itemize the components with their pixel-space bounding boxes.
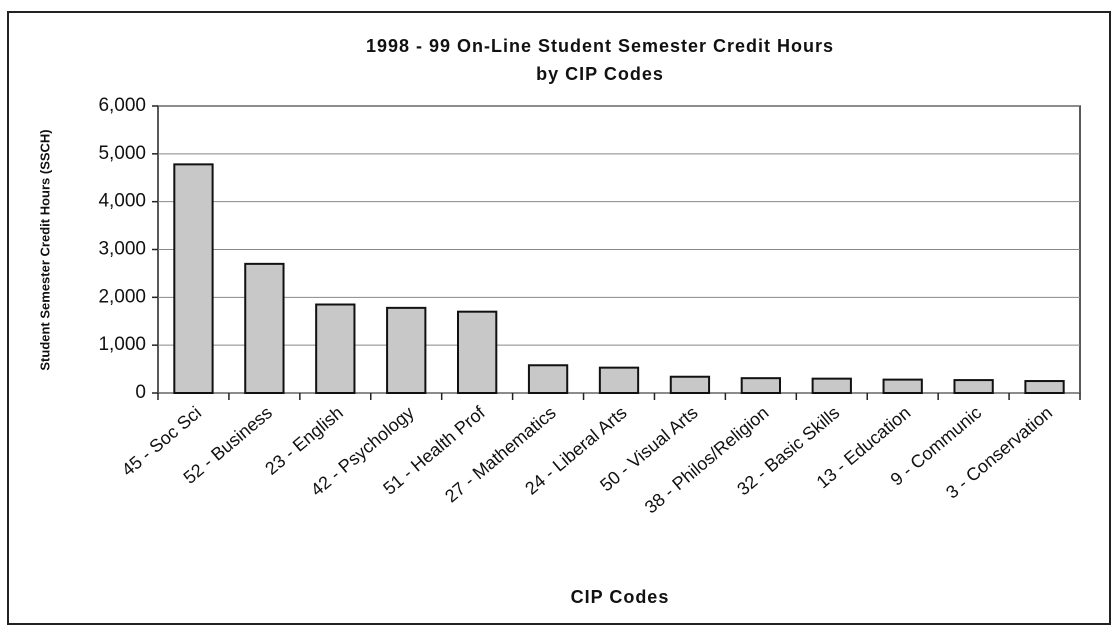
chart-subtitle: by CIP Codes <box>536 64 664 84</box>
bar <box>953 379 994 394</box>
x-axis-label: CIP Codes <box>571 587 670 607</box>
bar <box>882 378 923 394</box>
bar <box>527 364 569 394</box>
chart-border <box>7 11 1111 625</box>
bar <box>740 377 781 394</box>
bar <box>811 377 852 394</box>
y-tick-label: 0 <box>135 382 146 403</box>
bar <box>669 375 711 394</box>
x-tick-label: 38 - Philos/Religion <box>641 402 773 517</box>
y-tick-label: 2,000 <box>98 286 146 307</box>
y-tick-label: 1,000 <box>98 334 146 355</box>
y-tick-label: 5,000 <box>98 143 146 164</box>
bar <box>1024 380 1065 394</box>
y-tick-label: 3,000 <box>98 239 146 260</box>
bar <box>598 366 640 395</box>
bar <box>173 163 214 394</box>
y-axis-label: Student Semester Credit Hours (SSCH) <box>37 129 52 370</box>
bar <box>386 306 427 394</box>
y-tick-label: 6,000 <box>98 95 146 116</box>
bar <box>315 303 356 394</box>
y-tick-label: 4,000 <box>98 191 146 212</box>
chart-title: 1998 - 99 On-Line Student Semester Credi… <box>366 36 834 56</box>
bar <box>244 262 285 394</box>
bar <box>457 310 498 394</box>
